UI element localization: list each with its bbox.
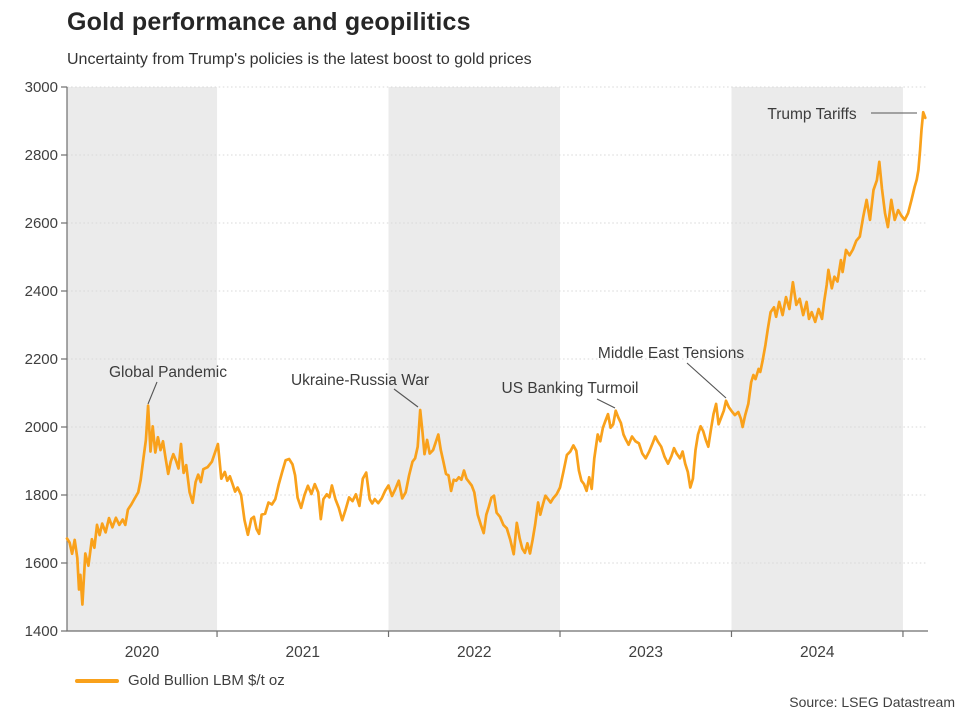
chart-subtitle: Uncertainty from Trump's policies is the… <box>67 51 532 68</box>
x-axis-tick-label: 2024 <box>800 644 835 661</box>
annotation-label: Ukraine-Russia War <box>291 372 429 389</box>
y-axis-tick-label: 2400 <box>25 283 58 300</box>
legend-line-swatch <box>75 678 119 683</box>
y-axis-tick-label: 1400 <box>25 623 58 640</box>
x-axis-tick-label: 2022 <box>457 644 491 661</box>
x-axis-tick-label: 2021 <box>286 644 320 661</box>
y-axis-tick-label: 2800 <box>25 147 58 164</box>
y-axis-tick-label: 2200 <box>25 351 58 368</box>
gold-price-line <box>65 110 927 606</box>
y-axis-tick-label: 2600 <box>25 215 58 232</box>
annotation-leader-line <box>393 388 419 408</box>
annotation-label: US Banking Turmoil <box>502 380 639 397</box>
y-axis-tick-label: 2000 <box>25 419 58 436</box>
annotation-label: Middle East Tensions <box>598 345 744 362</box>
source-credit: Source: LSEG Datastream <box>789 694 955 710</box>
annotation-leader-line <box>686 362 727 399</box>
y-axis-tick-label: 1600 <box>25 555 58 572</box>
page-title: Gold performance and geopilitics <box>67 8 471 36</box>
annotation-label: Trump Tariffs <box>767 106 857 123</box>
x-axis-tick-label: 2023 <box>629 644 663 661</box>
y-axis-tick-label: 3000 <box>25 79 58 96</box>
annotation-label: Global Pandemic <box>109 364 227 381</box>
y-axis-tick-label: 1800 <box>25 487 58 504</box>
legend-label: Gold Bullion LBM $/t oz <box>128 672 285 689</box>
x-axis-tick-label: 2020 <box>125 644 160 661</box>
legend: Gold Bullion LBM $/t oz <box>75 672 285 689</box>
annotation-leader-line <box>147 381 158 405</box>
annotation-leader-line <box>596 398 616 409</box>
